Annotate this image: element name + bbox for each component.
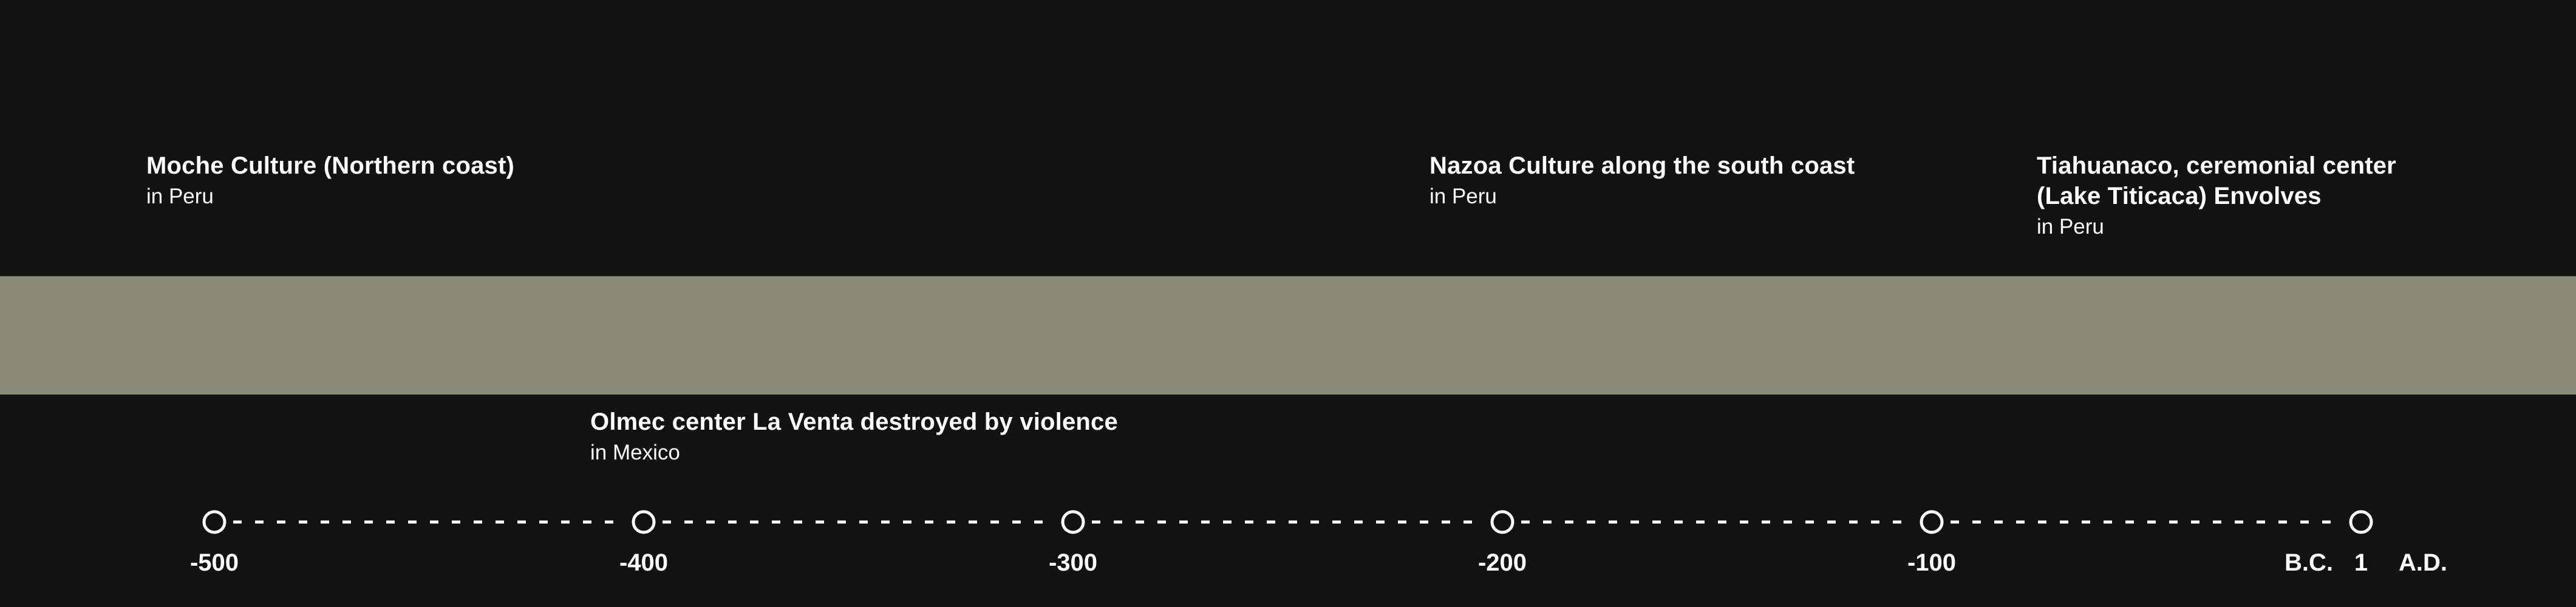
axis-markers: [202, 510, 2373, 534]
axis-marker: [1920, 510, 1944, 534]
axis-tick-label: 1: [2354, 549, 2368, 576]
event-place: in Peru: [1429, 185, 1497, 208]
event-place: in Mexico: [590, 441, 680, 464]
era-band: [0, 276, 2576, 395]
ad-label: A.D.: [2399, 549, 2447, 576]
event-title: Olmec center La Venta destroyed by viole…: [590, 409, 1118, 435]
event-tiahuanaco: Tiahuanaco, ceremonial center (Lake Titi…: [2037, 151, 2396, 240]
axis-tick-label: -500: [189, 549, 239, 576]
axis-tick-label: -200: [1477, 549, 1527, 576]
axis-marker: [2349, 510, 2373, 534]
axis-marker: [1490, 510, 1515, 534]
axis-marker: [1061, 510, 1085, 534]
event-title: Moche Culture (Northern coast): [146, 152, 515, 179]
event-place: in Peru: [2037, 215, 2104, 239]
axis-marker: [632, 510, 656, 534]
event-place: in Peru: [146, 185, 214, 208]
event-title: Tiahuanaco, ceremonial center (Lake Titi…: [2037, 152, 2396, 209]
event-nazoa-culture: Nazoa Culture along the south coast in P…: [1429, 151, 1855, 210]
axis-tick-label: -400: [619, 549, 669, 576]
axis-tick-label: -100: [1907, 549, 1957, 576]
axis-tick-label: -300: [1048, 549, 1098, 576]
event-title: Nazoa Culture along the south coast: [1429, 152, 1855, 179]
bc-label: B.C.: [2285, 549, 2333, 576]
event-moche-culture: Moche Culture (Northern coast) in Peru: [146, 151, 514, 210]
event-olmec-la-venta: Olmec center La Venta destroyed by viole…: [590, 407, 1118, 466]
axis-marker: [202, 510, 227, 534]
